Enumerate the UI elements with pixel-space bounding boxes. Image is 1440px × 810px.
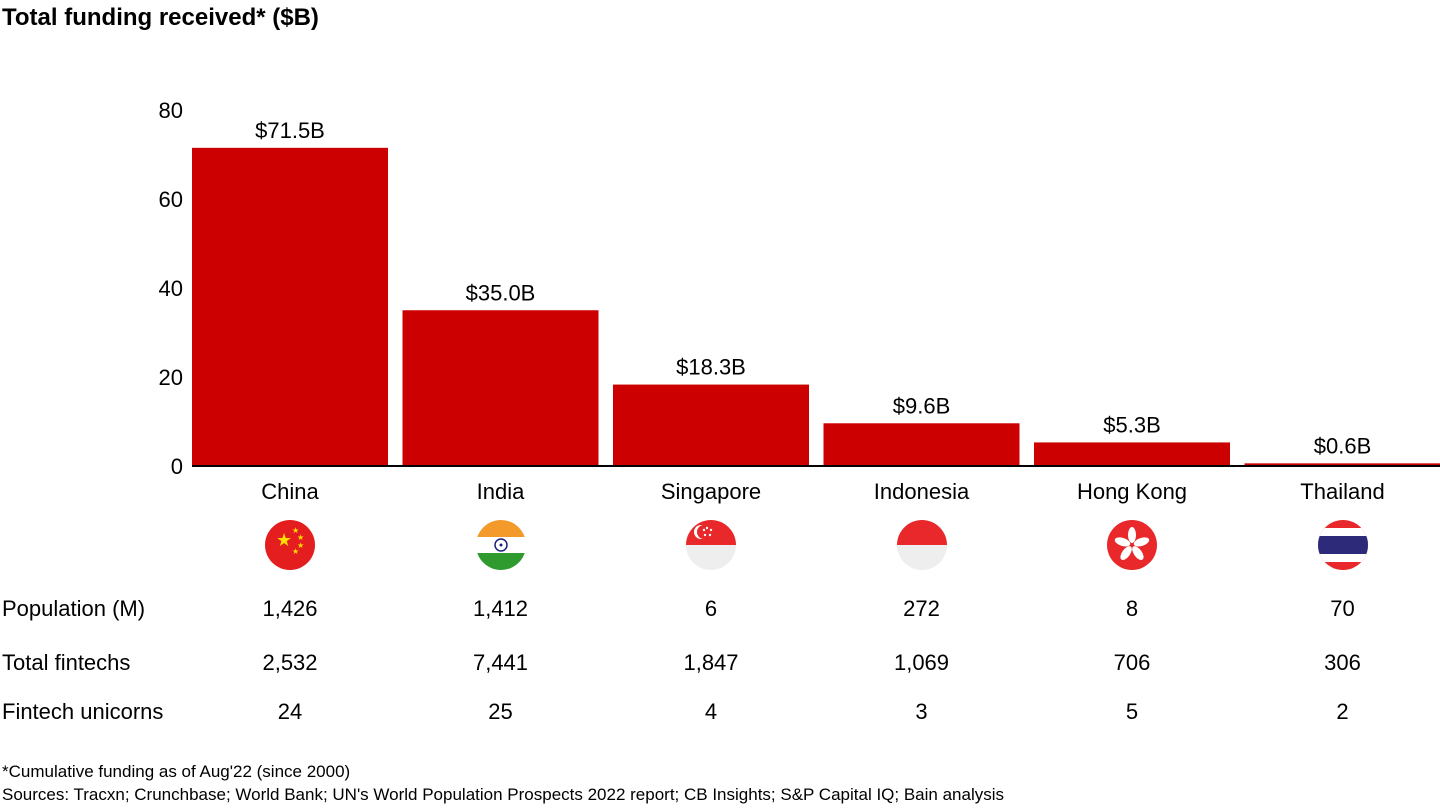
table-cell: 2 xyxy=(1336,699,1349,724)
svg-text:★: ★ xyxy=(297,533,304,542)
table-cell: 8 xyxy=(1125,596,1139,621)
bar xyxy=(823,423,1020,466)
table-cell: 5 xyxy=(1125,699,1139,724)
bar xyxy=(192,147,388,466)
indonesia-flag-icon xyxy=(896,520,947,575)
bar xyxy=(1034,442,1230,466)
category-label: Hong Kong xyxy=(1077,479,1187,504)
table-cell: 7,441 xyxy=(472,650,529,675)
singapore-flag-icon xyxy=(686,520,736,575)
table-cell: 306 xyxy=(1324,650,1361,675)
svg-text:★: ★ xyxy=(297,541,304,550)
data-label: $5.3B xyxy=(1103,412,1161,437)
data-label: $0.6B xyxy=(1314,433,1372,458)
y-tick-label: 0 xyxy=(171,454,183,479)
table-cell: 70 xyxy=(1330,596,1355,621)
table-cell: 272 xyxy=(903,596,940,621)
table-cell: 4 xyxy=(704,699,718,724)
y-tick-label: 40 xyxy=(159,276,183,301)
category-label: Thailand xyxy=(1300,479,1384,504)
y-tick-label: 80 xyxy=(159,98,183,123)
y-tick-label: 20 xyxy=(159,365,183,390)
category-label: India xyxy=(477,479,525,504)
data-label: $35.0B xyxy=(466,280,536,305)
table-cell: 25 xyxy=(488,699,513,724)
svg-text:★: ★ xyxy=(276,530,292,551)
hong-kong-flag-icon xyxy=(1107,520,1157,575)
svg-text:★: ★ xyxy=(292,526,299,535)
bar xyxy=(1244,463,1440,466)
table-cell: 1,069 xyxy=(893,650,950,675)
bar xyxy=(613,384,809,466)
category-label: China xyxy=(261,479,319,504)
footnote: *Cumulative funding as of Aug'22 (since … xyxy=(2,762,351,781)
table-row-label: Fintech unicorns xyxy=(2,699,164,724)
y-tick-label: 60 xyxy=(159,187,183,212)
bar-chart: 0 20 40 60 80 $71.5B China $35.0B India $18.3B Sin… xyxy=(159,98,1440,504)
sources-note: Sources: Tracxn; Crunchbase; World Bank;… xyxy=(2,785,1004,804)
category-label: Indonesia xyxy=(874,479,970,504)
table-row-label: Total fintechs xyxy=(2,650,131,675)
data-label: $9.6B xyxy=(893,393,951,418)
category-label: Singapore xyxy=(661,479,761,504)
table-cell: 1,426 xyxy=(262,596,318,621)
china-flag-icon: ★ ★ ★ ★ ★ xyxy=(265,520,315,575)
table-row-label: Population (M) xyxy=(2,596,146,621)
data-label: $18.3B xyxy=(676,355,746,380)
data-label: $71.5B xyxy=(255,118,325,143)
table-cell: 3 xyxy=(915,699,928,724)
bar xyxy=(402,310,599,466)
chart-title: Total funding received* ($B) xyxy=(2,4,319,31)
table-cell: 2,532 xyxy=(262,650,318,675)
table-cell: 1,847 xyxy=(683,650,739,675)
svg-text:★: ★ xyxy=(292,547,299,556)
india-flag-icon xyxy=(475,520,526,575)
table-cell: 706 xyxy=(1113,650,1151,675)
table-cell: 1,412 xyxy=(472,596,529,621)
thailand-flag-icon xyxy=(1317,520,1368,575)
table-cell: 6 xyxy=(704,596,718,621)
table-cell: 24 xyxy=(277,699,303,724)
